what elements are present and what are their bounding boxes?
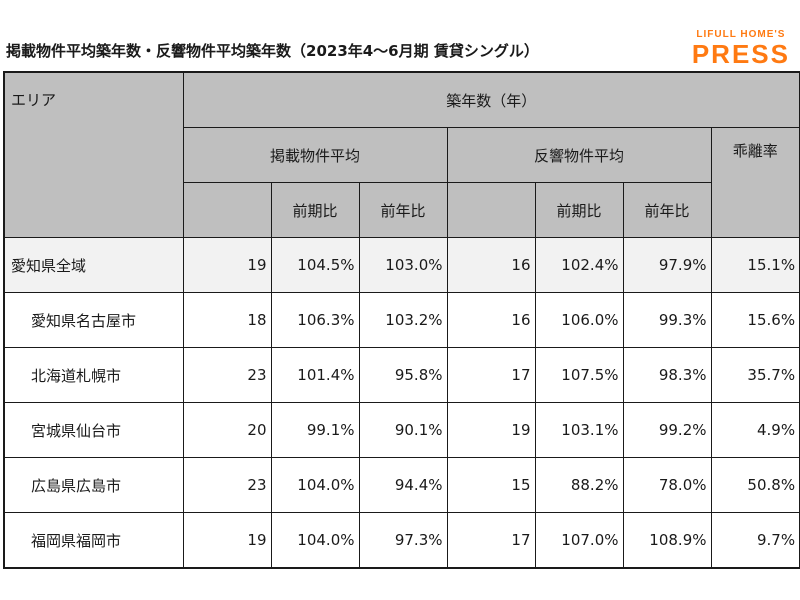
header-inq-avg-blank [446, 182, 536, 238]
logo-line1: LIFULL HOME'S [696, 29, 786, 40]
inq-yoy-cell: 99.3% [622, 292, 712, 348]
header-age: 築年数（年） [182, 71, 800, 128]
inq-yoy-cell: 99.2% [622, 402, 712, 458]
listed-yoy-cell: 97.3% [358, 512, 448, 569]
age-table: エリア 築年数（年） 掲載物件平均 反響物件平均 乖離率 前期比 前年比 前期比… [3, 71, 800, 569]
area-cell: 北海道札幌市 [3, 347, 184, 403]
table-row: 広島県広島市 23 104.0% 94.4% 15 88.2% 78.0% 50… [3, 457, 800, 513]
listed-qoq-cell: 104.0% [270, 457, 360, 513]
listed-avg-cell: 23 [182, 457, 272, 513]
listed-yoy-cell: 94.4% [358, 457, 448, 513]
inq-avg-cell: 16 [446, 237, 536, 293]
gap-cell: 35.7% [710, 347, 800, 403]
listed-avg-cell: 23 [182, 347, 272, 403]
listed-yoy-cell: 103.0% [358, 237, 448, 293]
header-listed-yoy: 前年比 [358, 182, 448, 238]
header-inq-qoq: 前期比 [534, 182, 624, 238]
area-cell: 福岡県福岡市 [3, 512, 184, 569]
inq-qoq-cell: 107.5% [534, 347, 624, 403]
inq-qoq-cell: 106.0% [534, 292, 624, 348]
inq-avg-cell: 15 [446, 457, 536, 513]
inq-avg-cell: 17 [446, 512, 536, 569]
area-cell: 広島県広島市 [3, 457, 184, 513]
page-title: 掲載物件平均築年数・反響物件平均築年数（2023年4～6月期 賃貸シングル） [6, 42, 539, 60]
inq-yoy-cell: 98.3% [622, 347, 712, 403]
logo-line2: PRESS [691, 39, 790, 69]
listed-qoq-cell: 106.3% [270, 292, 360, 348]
header-listed-avg-blank [182, 182, 272, 238]
area-cell: 愛知県名古屋市 [3, 292, 184, 348]
listed-avg-cell: 20 [182, 402, 272, 458]
inq-avg-cell: 19 [446, 402, 536, 458]
inq-avg-cell: 16 [446, 292, 536, 348]
gap-cell: 9.7% [710, 512, 800, 569]
table-row: 愛知県全域 19 104.5% 103.0% 16 102.4% 97.9% 1… [3, 237, 800, 293]
listed-yoy-cell: 95.8% [358, 347, 448, 403]
table-row: 北海道札幌市 23 101.4% 95.8% 17 107.5% 98.3% 3… [3, 347, 800, 403]
listed-qoq-cell: 99.1% [270, 402, 360, 458]
brand-logo: LIFULL HOME'S PRESS [691, 29, 790, 69]
gap-cell: 4.9% [710, 402, 800, 458]
header-inq-yoy: 前年比 [622, 182, 712, 238]
inq-qoq-cell: 102.4% [534, 237, 624, 293]
listed-avg-cell: 19 [182, 237, 272, 293]
inq-qoq-cell: 88.2% [534, 457, 624, 513]
inq-avg-cell: 17 [446, 347, 536, 403]
area-cell: 宮城県仙台市 [3, 402, 184, 458]
listed-avg-cell: 18 [182, 292, 272, 348]
header-inquired: 反響物件平均 [446, 127, 712, 183]
listed-yoy-cell: 90.1% [358, 402, 448, 458]
header-gap: 乖離率 [710, 127, 800, 238]
header-area: エリア [3, 71, 184, 238]
inq-qoq-cell: 107.0% [534, 512, 624, 569]
gap-cell: 15.6% [710, 292, 800, 348]
table-row: 宮城県仙台市 20 99.1% 90.1% 19 103.1% 99.2% 4.… [3, 402, 800, 458]
table-row: 福岡県福岡市 19 104.0% 97.3% 17 107.0% 108.9% … [3, 512, 800, 569]
inq-yoy-cell: 97.9% [622, 237, 712, 293]
area-cell: 愛知県全域 [3, 237, 184, 293]
inq-yoy-cell: 78.0% [622, 457, 712, 513]
table-row: 愛知県名古屋市 18 106.3% 103.2% 16 106.0% 99.3%… [3, 292, 800, 348]
listed-qoq-cell: 104.5% [270, 237, 360, 293]
listed-avg-cell: 19 [182, 512, 272, 569]
listed-yoy-cell: 103.2% [358, 292, 448, 348]
gap-cell: 50.8% [710, 457, 800, 513]
header-listed: 掲載物件平均 [182, 127, 448, 183]
inq-qoq-cell: 103.1% [534, 402, 624, 458]
inq-yoy-cell: 108.9% [622, 512, 712, 569]
gap-cell: 15.1% [710, 237, 800, 293]
header-listed-qoq: 前期比 [270, 182, 360, 238]
listed-qoq-cell: 104.0% [270, 512, 360, 569]
listed-qoq-cell: 101.4% [270, 347, 360, 403]
